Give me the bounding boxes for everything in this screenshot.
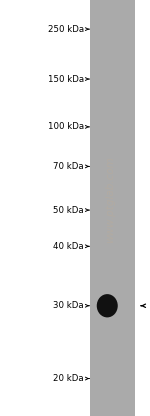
Bar bbox=[90, 0, 135, 416]
Text: 100 kDa: 100 kDa bbox=[48, 122, 84, 131]
Text: 150 kDa: 150 kDa bbox=[48, 74, 84, 84]
Text: 30 kDa: 30 kDa bbox=[53, 301, 84, 310]
Text: 20 kDa: 20 kDa bbox=[53, 374, 84, 383]
Text: 50 kDa: 50 kDa bbox=[53, 206, 84, 215]
Text: 40 kDa: 40 kDa bbox=[53, 242, 84, 251]
Ellipse shape bbox=[97, 294, 118, 317]
Text: 70 kDa: 70 kDa bbox=[53, 162, 84, 171]
Text: 250 kDa: 250 kDa bbox=[48, 25, 84, 34]
Text: www.ptglab.com: www.ptglab.com bbox=[105, 156, 115, 243]
